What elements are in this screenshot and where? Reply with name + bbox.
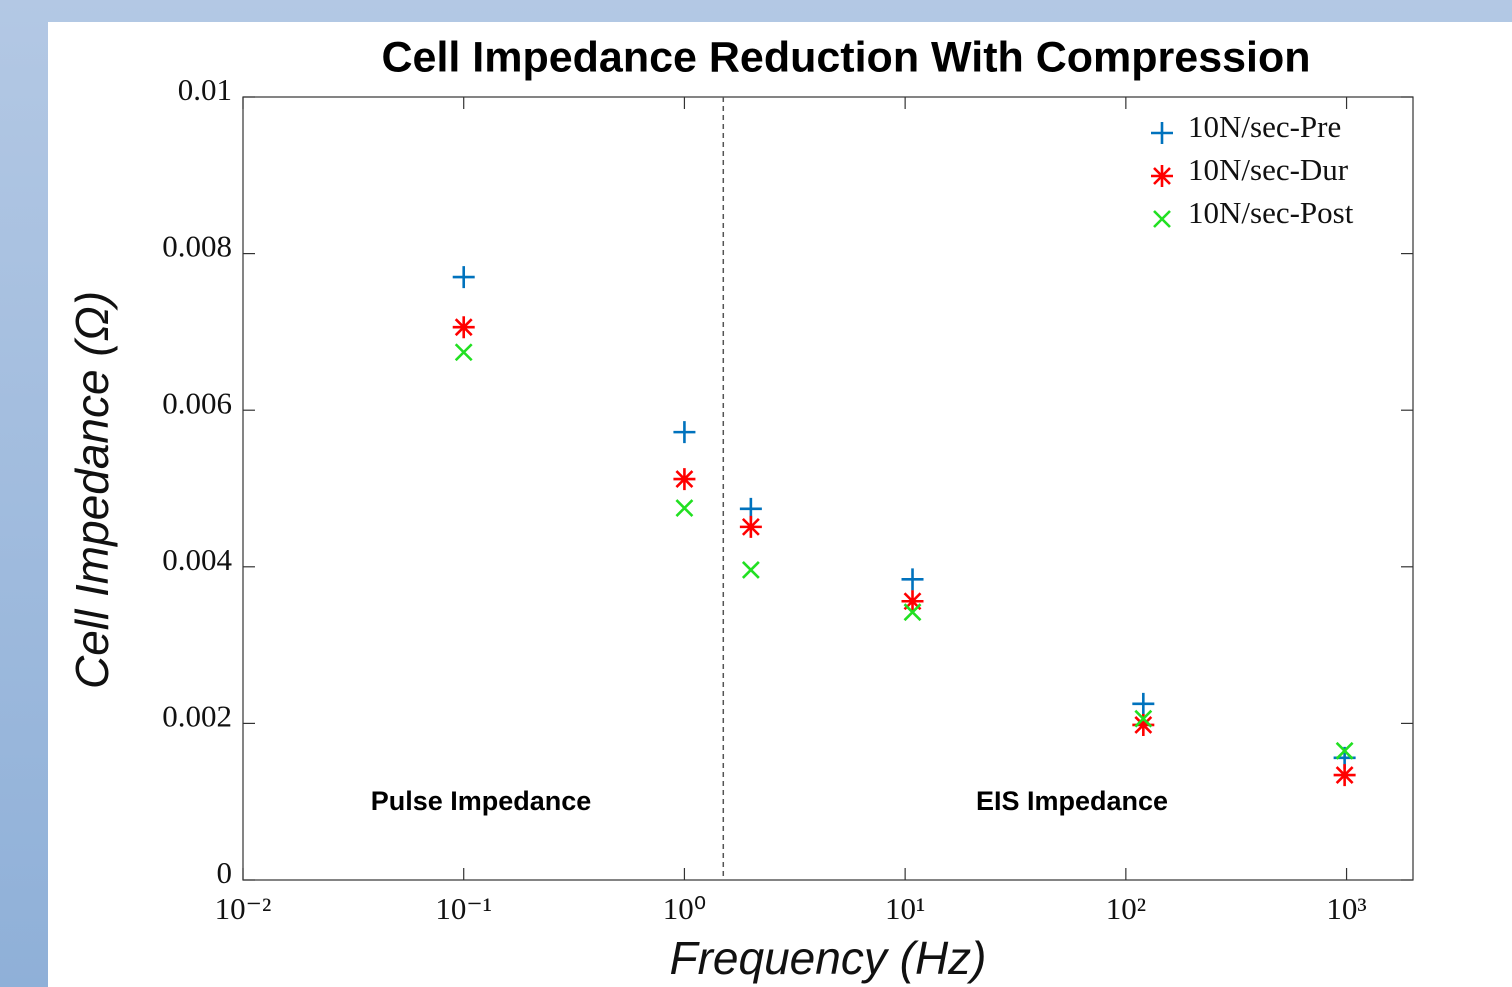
point — [673, 468, 696, 491]
y-tick-label: 0.004 — [162, 542, 232, 577]
point — [452, 316, 475, 339]
panel — [48, 22, 1512, 987]
plot-frame — [242, 96, 1414, 881]
y-tick-label: 0.002 — [162, 699, 232, 734]
x-axis-label: Frequency (Hz) — [670, 932, 987, 984]
point — [1134, 709, 1153, 728]
point — [903, 603, 922, 622]
point — [739, 515, 762, 538]
legend-marker — [1151, 122, 1173, 144]
legend-label: 10N/sec-Post — [1188, 195, 1354, 230]
annotation: Pulse Impedance — [371, 786, 592, 816]
point — [1333, 764, 1356, 787]
point — [452, 266, 475, 289]
point — [741, 561, 760, 579]
y-tick-label: 0.008 — [162, 229, 232, 264]
point — [454, 343, 473, 362]
y-tick-label: 0.006 — [162, 385, 232, 420]
point — [673, 421, 696, 444]
point — [1335, 741, 1354, 760]
point — [901, 568, 924, 591]
legend-label: 10N/sec-Dur — [1188, 152, 1349, 187]
x-tick-label: 10³ — [1326, 891, 1366, 926]
x-tick-label: 10⁰ — [663, 891, 706, 926]
legend-marker — [1151, 165, 1173, 187]
y-tick-label: 0 — [217, 855, 233, 890]
point — [1132, 713, 1155, 736]
point — [1132, 692, 1155, 715]
chart-title: Cell Impedance Reduction With Compressio… — [381, 33, 1310, 81]
x-tick-label: 10⁻² — [215, 891, 272, 926]
legend-marker — [1153, 210, 1171, 228]
x-tick-label: 10⁻¹ — [435, 891, 492, 926]
annotation: EIS Impedance — [976, 786, 1168, 816]
legend-label: 10N/sec-Pre — [1188, 109, 1341, 144]
x-tick-label: 10¹ — [885, 891, 925, 926]
x-tick-label: 10² — [1106, 891, 1146, 926]
point — [901, 590, 924, 613]
point — [675, 499, 694, 517]
y-tick-label: 0.01 — [178, 72, 232, 107]
y-axis-label: Cell Impedance (Ω) — [66, 291, 118, 689]
